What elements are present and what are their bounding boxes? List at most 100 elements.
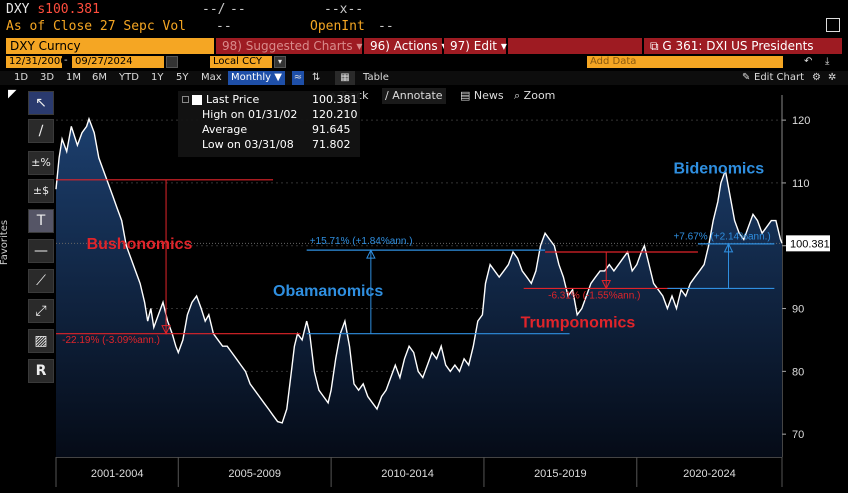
x-tick-label: 2005-2009 [228, 468, 281, 480]
dollar-tool-icon[interactable]: ±$ [28, 179, 54, 203]
favorites-tab[interactable]: Favorites [0, 177, 20, 307]
calendar-icon[interactable] [166, 56, 178, 68]
legend-collapse-icon[interactable] [182, 96, 189, 103]
range-5y[interactable]: 5Y [176, 72, 189, 83]
legend-average-label: Average [202, 123, 248, 136]
legend-last-price-label: Last Price [206, 93, 260, 106]
ticker-bar: DXY Curncy 98) Suggested Charts ▾ 96) Ac… [0, 38, 848, 54]
chart-panel: 7080901001101202001-20042005-20092010-20… [0, 87, 848, 493]
chart-type-icon[interactable]: ≈ [292, 71, 304, 85]
last-value-tag [786, 235, 830, 252]
as-of-label: As of Close 27 Sepc Vol [6, 19, 187, 34]
range-3d[interactable]: 3D [40, 72, 55, 83]
last-value-label: 100.381 [790, 238, 830, 250]
download-icon[interactable]: ⤓ [825, 56, 830, 67]
news-button[interactable]: ▤ News [460, 89, 504, 102]
line-tool-icon[interactable]: ∕ [28, 119, 54, 143]
grid-icon[interactable]: ▦ [335, 71, 355, 85]
trump-measure-arrow [601, 279, 612, 290]
zoom-label: Zoom [523, 89, 556, 102]
y-tick-label: 80 [792, 366, 804, 378]
trendline-icon[interactable]: ⟋ [28, 269, 54, 293]
frequency-select[interactable]: Monthly ▼ [228, 71, 285, 85]
zoom-button[interactable]: ⌕ Zoom [514, 89, 556, 102]
currency-dropdown-icon[interactable]: ▾ [274, 56, 286, 68]
bush-change-label: -22.19% (-3.09%ann.) [62, 335, 160, 346]
percent-tool-icon[interactable]: ±% [28, 151, 54, 175]
legend-high-label: High on 01/31/02 [202, 108, 298, 121]
range-ytd[interactable]: YTD [119, 72, 139, 83]
ticker-symbol: DXY [6, 2, 30, 17]
edit-chart-button[interactable]: Edit Chart [754, 72, 805, 83]
fibonacci-icon[interactable]: ▨ [28, 329, 54, 353]
x-tick-label: 2001-2004 [91, 468, 144, 480]
external-link-icon: ⧉ [650, 39, 659, 53]
price-prefix: s [37, 2, 46, 17]
price-area [56, 118, 782, 458]
volume-value: -- [216, 19, 232, 34]
openint-label: OpenInt [310, 19, 365, 34]
graph-title-text: G 361: DXI US Presidents [662, 39, 814, 53]
x-tick-label: 2010-2014 [381, 468, 434, 480]
undo-icon[interactable]: ↶ [804, 56, 813, 67]
end-date-field[interactable]: 09/27/2024 [72, 56, 164, 68]
change-pct: -- [230, 2, 246, 17]
horizontal-line-icon[interactable]: — [28, 239, 54, 263]
currency-select[interactable]: Local CCY [210, 56, 272, 68]
settings-icon[interactable]: ⚙ [812, 72, 821, 83]
gear-icon[interactable]: ✲ [828, 72, 837, 83]
biden-change-label: +7.67% (+2.14%ann.) [673, 231, 770, 242]
legend-average-value: 91.645 [312, 123, 351, 136]
x-tick-label: 2015-2019 [534, 468, 587, 480]
cursor-tool-icon[interactable]: ↖ [28, 91, 54, 115]
start-date-field[interactable]: 12/31/2000 [6, 56, 67, 68]
range-1y[interactable]: 1Y [151, 72, 164, 83]
obama-change-label: +15.71% (+1.84%ann.) [310, 236, 413, 247]
quote-header: DXY s100.381 --/ -- --x-- As of Close 27… [0, 0, 848, 38]
last-price: 100.381 [45, 2, 100, 17]
y-tick-label: 70 [792, 429, 804, 441]
legend-last-price-value: 100.381 [312, 93, 358, 106]
bidenomics-label: Bidenomics [673, 161, 764, 178]
obamanomics-label: Obamanomics [273, 283, 383, 300]
legend-low-value: 71.802 [312, 138, 351, 151]
legend-high-value: 120.210 [312, 108, 358, 121]
biden-measure-arrow [723, 242, 734, 253]
table-button[interactable]: Table [363, 72, 389, 83]
obama-measure-arrow [366, 249, 376, 259]
price-line [55, 116, 783, 424]
range-1m[interactable]: 1M [66, 72, 81, 83]
actions-button[interactable]: 96) Actions ▾ [364, 38, 447, 54]
add-data-field[interactable]: Add Data [587, 56, 783, 68]
x-tick-label: 2020-2024 [683, 468, 736, 480]
reset-icon[interactable]: R [28, 359, 54, 383]
collapse-arrow-icon[interactable]: ◤ [8, 87, 17, 100]
range-bar: 1D 3D 1M 6M YTD 1Y 5Y Max Monthly ▼ ≈ ⇅ … [0, 71, 848, 85]
date-bar: 12/31/2000 - 09/27/2024 Local CCY ▾ Add … [0, 55, 848, 69]
range-6m[interactable]: 6M [92, 72, 107, 83]
range-1d[interactable]: 1D [14, 72, 29, 83]
graph-title[interactable]: ⧉ G 361: DXI US Presidents [644, 38, 842, 54]
channel-icon[interactable]: ⤢ [28, 299, 54, 323]
bush-measure-arrow [161, 325, 171, 335]
price-chart[interactable]: 7080901001101202001-20042005-20092010-20… [0, 87, 848, 493]
openint-value: -- [378, 19, 394, 34]
pencil-icon[interactable]: ✎ [742, 72, 751, 83]
trumponomics-label: Trumponomics [521, 314, 636, 331]
bar-chart-icon[interactable]: ⇅ [312, 72, 321, 83]
ticker-field[interactable]: DXY Curncy [6, 38, 214, 54]
toolbar-spacer [508, 38, 642, 54]
drawing-toolbar: ◤ ↖ ∕ ±% ±$ T — ⟋ ⤢ ▨ R Favorites [0, 87, 54, 387]
date-separator: - [64, 55, 68, 66]
suggested-charts-button[interactable]: 98) Suggested Charts ▾ [216, 38, 362, 54]
legend-swatch [192, 95, 202, 105]
change-value: --/ [202, 2, 226, 17]
y-tick-label: 110 [792, 178, 810, 190]
popout-icon[interactable] [826, 18, 840, 32]
range-max[interactable]: Max [201, 72, 222, 83]
edit-button[interactable]: 97) Edit ▾ [444, 38, 507, 54]
y-tick-label: 90 [792, 304, 804, 316]
text-tool-icon[interactable]: T [28, 209, 54, 233]
annotate-button[interactable]: ∕ Annotate [382, 88, 446, 104]
favorites-label: Favorites [0, 219, 11, 266]
